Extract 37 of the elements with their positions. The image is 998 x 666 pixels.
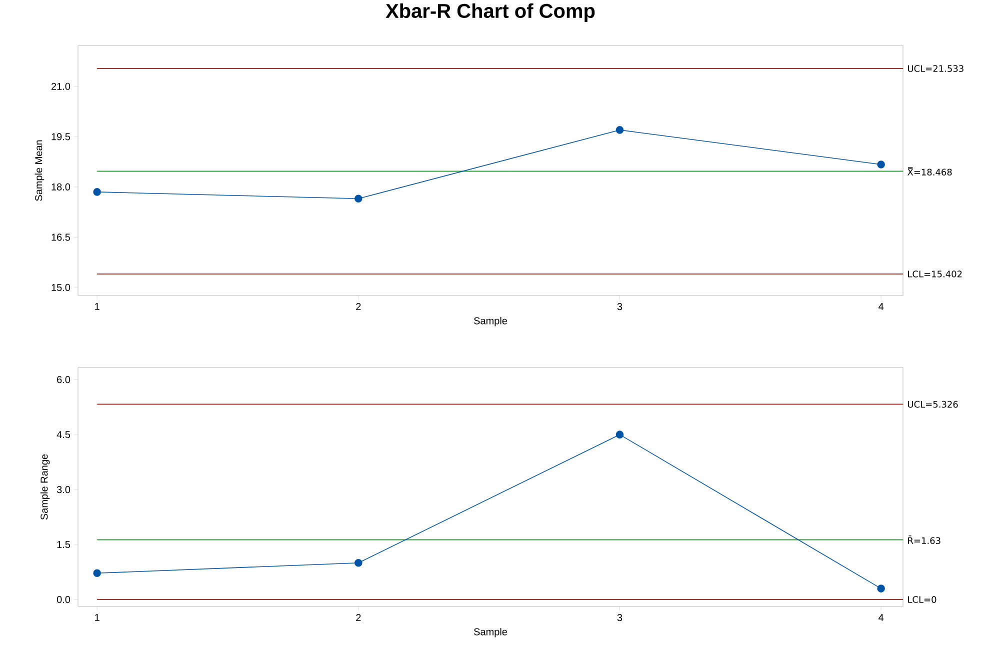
y-tick-label: 4.5 bbox=[56, 431, 70, 438]
x-tick-label: 1 bbox=[95, 303, 100, 310]
ref-line-label: LCL=0 bbox=[908, 596, 936, 604]
ref-line-label: X̿=18.468 bbox=[907, 167, 952, 176]
point bbox=[93, 569, 101, 578]
x-tick-label: 2 bbox=[356, 614, 361, 622]
y-tick-label: 21.0 bbox=[52, 83, 70, 90]
ref-line-label: R̄=1.63 bbox=[908, 536, 940, 544]
point bbox=[616, 430, 624, 439]
x-axis-title: Sample bbox=[474, 317, 508, 327]
y-tick-label: 19.5 bbox=[52, 133, 70, 140]
x-tick-label: 4 bbox=[878, 303, 884, 310]
y-tick-label: 18.0 bbox=[52, 184, 70, 191]
y-tick-label: 15.0 bbox=[52, 284, 70, 292]
y-tick-label: 6.0 bbox=[57, 376, 70, 384]
y-axis-title: Sample Range bbox=[40, 454, 50, 520]
ref-line-label: UCL=5.326 bbox=[908, 401, 958, 408]
x-tick-label: 4 bbox=[878, 614, 884, 622]
y-axis-title: Sample Mean bbox=[34, 140, 44, 202]
y-tick-label: 3.0 bbox=[56, 486, 70, 494]
y-tick-label: 1.5 bbox=[57, 541, 70, 548]
y-tick-label: 0.0 bbox=[56, 596, 70, 604]
x-axis-title: Sample bbox=[474, 628, 508, 638]
chart-title: Xbar-R Chart of Comp bbox=[386, 4, 595, 22]
x-tick-label: 3 bbox=[617, 614, 622, 622]
point bbox=[354, 195, 362, 203]
point bbox=[616, 126, 624, 134]
x-tick-label: 3 bbox=[617, 303, 622, 310]
ref-line-label: UCL=21.533 bbox=[908, 65, 964, 72]
point bbox=[354, 559, 362, 568]
x-tick-label: 2 bbox=[356, 303, 361, 310]
ref-line-label: LCL=15.402 bbox=[908, 270, 962, 278]
point bbox=[93, 188, 101, 196]
y-tick-label: 16.5 bbox=[52, 234, 70, 241]
x-tick-label: 1 bbox=[95, 614, 100, 622]
point bbox=[877, 584, 885, 593]
point bbox=[877, 160, 885, 169]
